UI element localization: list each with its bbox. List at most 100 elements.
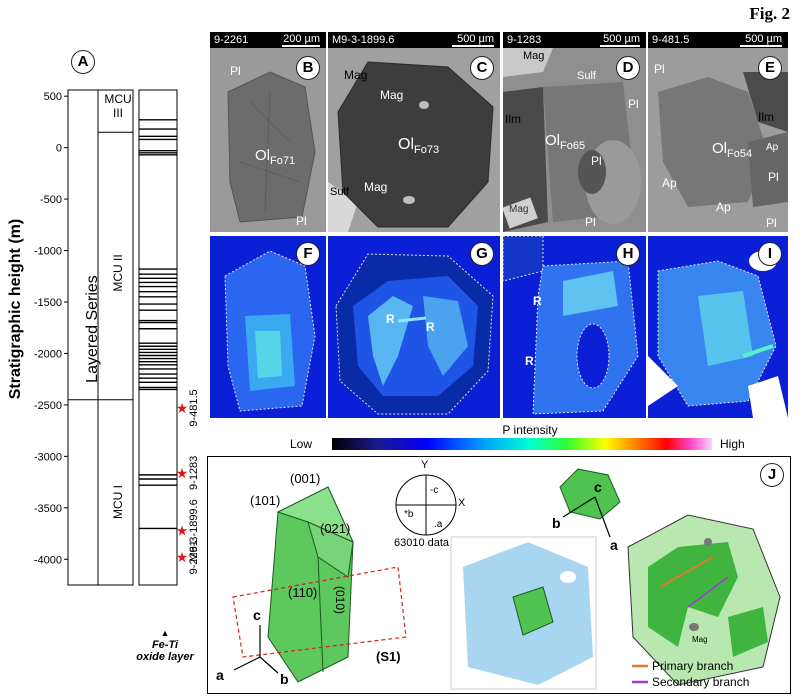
ol-text: Ol [712,140,727,157]
scale-label: 200 µm [283,33,320,45]
sample-name: M9-3-1899.6 [328,32,500,48]
mineral-label: Pl [654,62,665,76]
face-021: (021) [320,521,351,536]
mineral-label: Pl [766,216,777,230]
column-caption: ▲ Fe-Ti oxide layer [130,627,200,663]
small-axis-a: a [610,537,618,553]
map-g-image [335,253,494,415]
ol-text: Ol [255,147,270,164]
colorbar-title: P intensity [502,423,558,437]
legend-primary: Primary branch [652,659,734,673]
panel-a: 500 0 -500 -1000 -1500 -2000 -2500 -3000 -3500 -4… [0,50,205,670]
panel-letter-h: H [616,242,640,266]
scale-label: 500 µm [457,33,494,45]
fo-sub: Fo73 [414,144,440,157]
face-010: (010) [333,585,348,615]
mineral-label: Mag [523,50,545,62]
colorbar-high-label: High [720,437,745,451]
section-label: (S1) [376,649,401,664]
panel-letter-e: E [758,56,782,80]
caption-line1: Fe-Ti [151,639,179,651]
caption-line2: oxide layer [136,651,194,663]
stereonet-b: *b [404,509,414,520]
scale-bar [282,45,320,47]
panel-letter-f: F [296,242,320,266]
stereonet-c: -c [430,485,439,496]
scale-bar [740,45,782,47]
y-tick-label: -2500 [34,400,62,412]
y-tick-label: -3000 [34,451,62,463]
mcu-iii-line2: III [112,106,123,120]
colorbar-gradient [332,438,712,450]
scale-label: 500 µm [603,33,640,45]
sample-label: 9-481.5 [188,389,200,426]
y-tick-label: 0 [56,143,62,155]
mineral-label: Mag [380,88,404,102]
map-panel-h: H R R [503,236,646,418]
mineral-label: Pl [230,64,241,78]
face-001: (001) [290,471,321,486]
panel-letter-g: G [470,242,494,266]
sample-label: 9-1283 [188,456,200,490]
sample-label: M9-3-1899.6 [188,499,200,561]
mineral-label: OlFo65 [545,132,585,152]
y-tick-label: -4000 [34,554,62,566]
mineral-label: OlFo71 [255,147,295,167]
sample-label: 9-2261 [188,540,200,574]
y-axis-label: Stratigraphic height (m) [7,218,24,400]
scale-bar [600,45,640,47]
sample-star-icon: ★ [176,522,189,538]
panel-letter-c: C [470,56,494,80]
layered-series-label: Layered Series [84,275,101,383]
ol-text: Ol [545,132,560,149]
mineral-label: Ap [662,176,677,190]
oxide-column [138,89,178,586]
map-panel-i: I [648,236,788,418]
stratigraphic-column-svg: 500 0 -500 -1000 -1500 -2000 -2500 -3000 -3500 -4… [34,89,200,586]
y-tick-label: -2000 [34,348,62,360]
bse-panel-e: 9-481.5 500 µm E Pl Ilm Ap OlFo54 Pl Ap … [648,32,788,232]
legend-secondary: Secondary branch [652,675,750,689]
panel-letter-i: I [758,242,782,266]
y-tick-label: -1500 [34,297,62,309]
sample-name: 9-1283 [503,32,646,48]
mineral-label: Ilm [758,110,774,124]
panel-j: J (001) (101) (021) (110) (010) (S1) c a… [207,456,791,694]
mineral-label: Sulf [330,186,349,198]
face-101: (101) [250,493,281,508]
mineral-label: Sulf [577,70,596,82]
sample-name: 9-481.5 [648,32,788,48]
stereonet-a: .a [434,519,443,530]
fo-sub: Fo54 [727,148,753,160]
mineral-label: Pl [628,97,639,111]
small-axis-c: c [594,479,602,495]
mcu-iii-label: MCU III [100,92,136,120]
crystal-model-svg [232,468,781,690]
r-label: R [525,354,534,368]
bse-e-image [648,32,788,232]
colorbar-low-label: Low [290,437,313,451]
series-column [67,89,134,586]
axis-b-label: b [280,671,289,687]
scale-label: 500 µm [745,33,782,45]
y-tick-label: -3500 [34,503,62,515]
mcu-i-label: MCU I [111,485,125,519]
small-axis-b: b [552,515,561,531]
map-panel-g: G R R [328,236,500,418]
ol-text: Ol [398,136,414,153]
mcu-ii-label: MCU II [111,254,125,292]
y-tick-label: -500 [40,194,62,206]
mag-label: Mag [692,635,708,644]
sample-name: 9-2261 [210,32,326,48]
sample-star-icon: ★ [176,549,189,565]
figure-label: Fig. 2 [749,4,790,23]
mineral-label: Pl [768,170,779,184]
map-f-image [224,250,316,412]
r-label: R [386,312,395,326]
stereonet-y: Y [421,459,429,471]
bse-panel-d: 9-1283 500 µm D Mag Sulf Ilm Pl OlFo65 P… [503,32,646,232]
map-panel-f: F [210,236,326,418]
colorbar: P intensity Low High [290,423,770,453]
panel-letter-b: B [296,56,320,80]
mineral-label: Mag [364,180,388,194]
